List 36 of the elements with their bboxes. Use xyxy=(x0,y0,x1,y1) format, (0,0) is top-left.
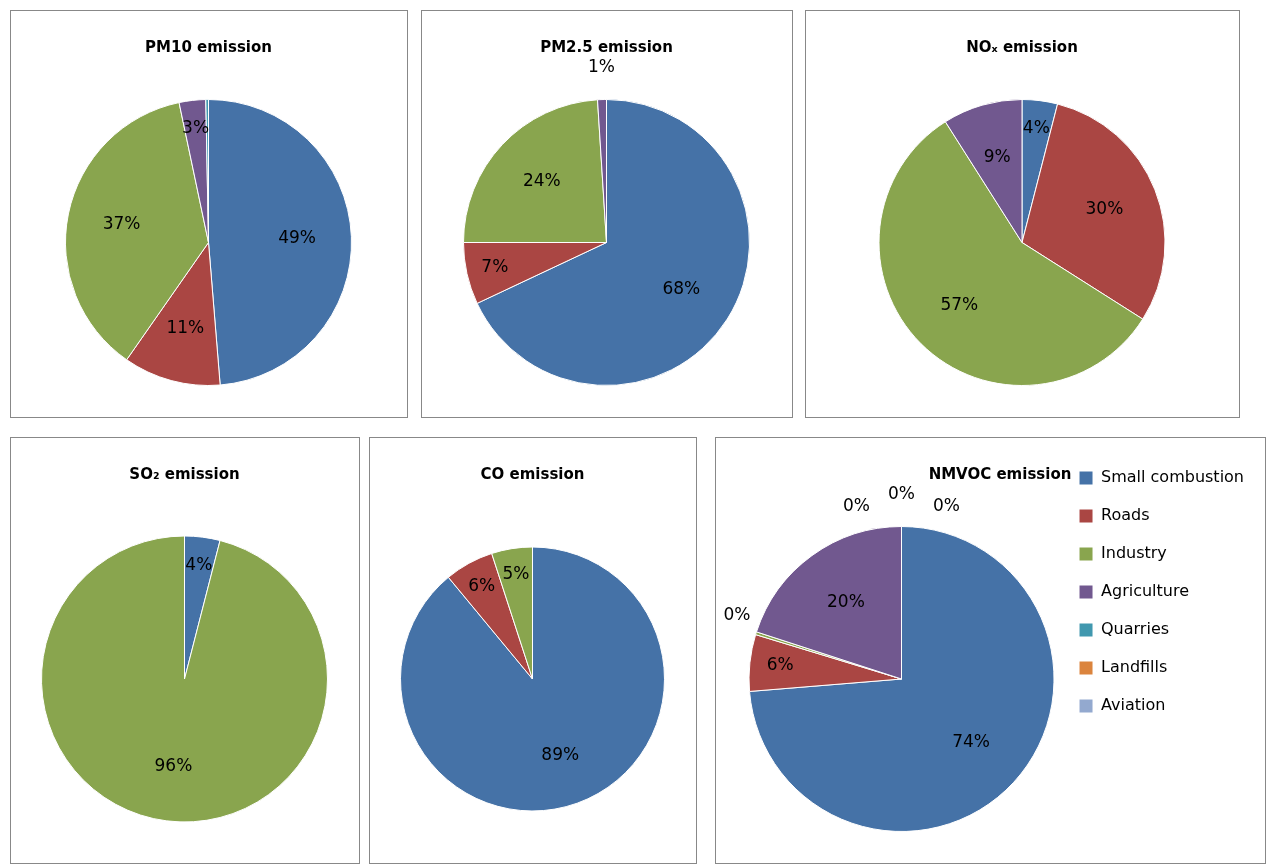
data-label: 1% xyxy=(587,56,615,76)
data-label: 57% xyxy=(940,293,979,314)
data-label: 4% xyxy=(185,553,213,574)
chart-title: PM10 emission xyxy=(145,37,272,56)
data-label: 0% xyxy=(723,603,751,624)
data-label: 74% xyxy=(952,731,990,752)
data-label: 30% xyxy=(1085,198,1124,219)
legend-label: Small combustion xyxy=(1101,467,1245,487)
data-label: 6% xyxy=(468,574,496,595)
data-label: 37% xyxy=(102,213,141,234)
data-label: 6% xyxy=(766,654,794,675)
data-label: 20% xyxy=(827,590,865,611)
data-label: 11% xyxy=(166,316,205,337)
data-label: 5% xyxy=(502,563,530,584)
chart-title: SO₂ emission xyxy=(129,464,240,483)
data-label: 89% xyxy=(541,744,580,765)
chart-title: NMVOC emission xyxy=(928,464,1072,483)
legend-label: Agriculture xyxy=(1101,581,1190,601)
text: 0% xyxy=(843,494,870,515)
data-label: 24% xyxy=(522,170,561,191)
data-label: 96% xyxy=(154,755,193,776)
legend-label: Aviation xyxy=(1101,695,1166,715)
chart-title: PM2.5 emission xyxy=(540,37,673,56)
data-label: 9% xyxy=(983,145,1011,166)
data-label: 68% xyxy=(662,278,701,299)
chart-title: NOₓ emission xyxy=(966,37,1078,56)
legend-label: Industry xyxy=(1101,543,1167,563)
data-label: 7% xyxy=(481,255,509,276)
legend-label: Quarries xyxy=(1101,619,1170,639)
legend-label: Roads xyxy=(1101,505,1150,525)
text: 0% xyxy=(888,482,915,503)
legend-label: Landfills xyxy=(1101,657,1168,677)
text: 0% xyxy=(933,494,960,515)
data-label: 49% xyxy=(278,227,316,248)
data-label: 4% xyxy=(1022,117,1050,138)
chart-title: CO emission xyxy=(480,464,585,483)
